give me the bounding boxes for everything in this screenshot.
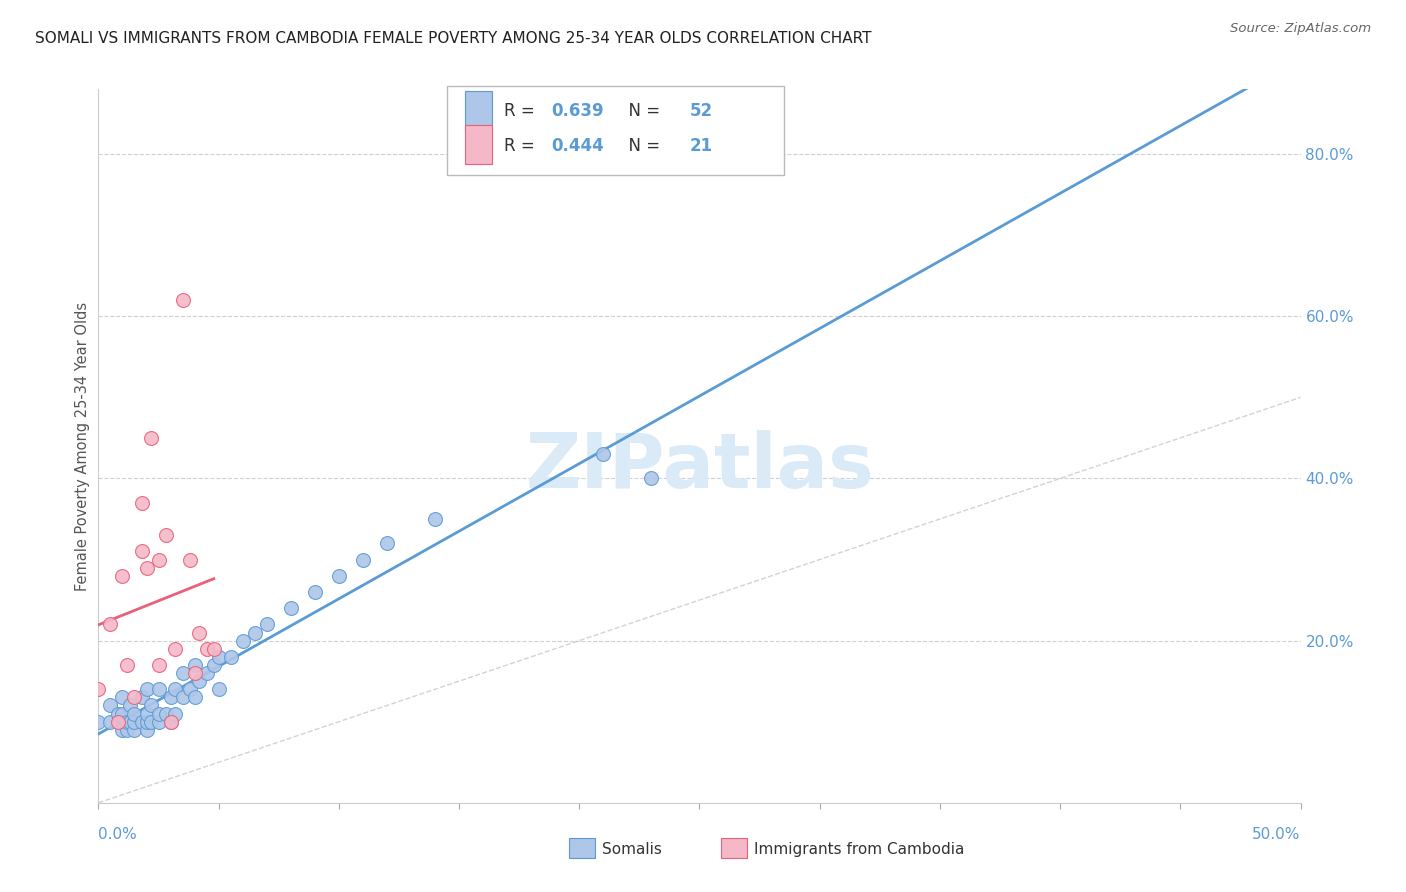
Point	[219, 649, 242, 664]
Point	[280, 601, 302, 615]
Point	[328, 568, 350, 582]
Point	[148, 714, 170, 729]
Point	[640, 471, 662, 485]
Point	[117, 714, 139, 729]
Point	[148, 706, 170, 721]
Point	[165, 682, 187, 697]
Point	[111, 706, 134, 721]
Point	[183, 690, 205, 705]
Point	[87, 714, 110, 729]
Text: N =: N =	[617, 137, 665, 155]
Point	[111, 690, 134, 705]
Point	[131, 714, 153, 729]
FancyBboxPatch shape	[465, 91, 492, 130]
Y-axis label: Female Poverty Among 25-34 Year Olds: Female Poverty Among 25-34 Year Olds	[75, 301, 90, 591]
Point	[375, 536, 398, 550]
Point	[118, 698, 141, 713]
Point	[131, 496, 153, 510]
Point	[135, 682, 157, 697]
Point	[107, 706, 129, 721]
Text: 0.639: 0.639	[551, 102, 605, 120]
FancyBboxPatch shape	[447, 86, 783, 175]
Point	[111, 568, 134, 582]
Text: 52: 52	[690, 102, 713, 120]
Point	[172, 666, 194, 681]
Text: N =: N =	[617, 102, 665, 120]
Point	[118, 714, 141, 729]
Text: 21: 21	[690, 137, 713, 155]
Point	[148, 552, 170, 566]
Point	[135, 723, 157, 737]
Point	[100, 714, 122, 729]
Point	[124, 706, 146, 721]
Point	[124, 723, 146, 737]
Point	[423, 512, 446, 526]
Point	[141, 698, 163, 713]
Point	[159, 714, 181, 729]
Point	[202, 657, 225, 672]
Point	[165, 706, 187, 721]
Point	[141, 714, 163, 729]
Point	[159, 690, 181, 705]
Point	[111, 723, 134, 737]
Point	[256, 617, 278, 632]
Point	[165, 641, 187, 656]
Point	[124, 690, 146, 705]
Point	[117, 723, 139, 737]
Point	[304, 585, 326, 599]
Point	[195, 666, 218, 681]
Point	[179, 552, 201, 566]
Point	[100, 698, 122, 713]
Point	[243, 625, 266, 640]
Text: Somalis: Somalis	[602, 842, 662, 856]
Point	[172, 293, 194, 307]
Point	[232, 633, 254, 648]
Point	[148, 657, 170, 672]
Point	[202, 641, 225, 656]
Point	[188, 625, 211, 640]
Point	[148, 682, 170, 697]
Text: 50.0%: 50.0%	[1253, 827, 1301, 841]
Text: SOMALI VS IMMIGRANTS FROM CAMBODIA FEMALE POVERTY AMONG 25-34 YEAR OLDS CORRELAT: SOMALI VS IMMIGRANTS FROM CAMBODIA FEMAL…	[35, 31, 872, 46]
Point	[592, 447, 614, 461]
Point	[87, 682, 110, 697]
Point	[131, 690, 153, 705]
Point	[155, 706, 177, 721]
Point	[131, 544, 153, 558]
FancyBboxPatch shape	[465, 125, 492, 164]
Point	[172, 690, 194, 705]
Point	[183, 666, 205, 681]
Text: R =: R =	[503, 137, 540, 155]
Point	[141, 431, 163, 445]
Point	[100, 617, 122, 632]
Text: ZIPatlas: ZIPatlas	[526, 431, 873, 504]
Point	[135, 706, 157, 721]
Point	[159, 714, 181, 729]
Text: R =: R =	[503, 102, 540, 120]
Point	[183, 657, 205, 672]
Point	[117, 657, 139, 672]
Point	[107, 714, 129, 729]
Point	[195, 641, 218, 656]
Point	[179, 682, 201, 697]
Point	[155, 528, 177, 542]
Point	[135, 714, 157, 729]
Text: 0.444: 0.444	[551, 137, 605, 155]
Point	[135, 560, 157, 574]
Text: Immigrants from Cambodia: Immigrants from Cambodia	[754, 842, 965, 856]
Point	[188, 674, 211, 689]
Point	[352, 552, 374, 566]
Point	[124, 714, 146, 729]
Text: Source: ZipAtlas.com: Source: ZipAtlas.com	[1230, 22, 1371, 36]
Point	[208, 682, 231, 697]
Point	[208, 649, 231, 664]
Text: 0.0%: 0.0%	[98, 827, 138, 841]
